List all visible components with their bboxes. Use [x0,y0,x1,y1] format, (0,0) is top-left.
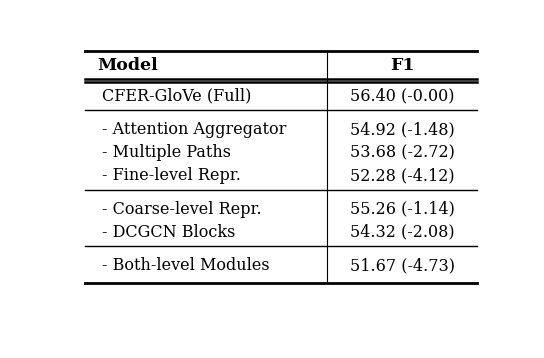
Text: Model: Model [97,57,158,74]
Text: - DCGCN Blocks: - DCGCN Blocks [102,224,235,241]
Text: - Coarse-level Repr.: - Coarse-level Repr. [102,201,261,218]
Text: 53.68 (-2.72): 53.68 (-2.72) [350,144,455,161]
Text: - Fine-level Repr.: - Fine-level Repr. [102,167,240,184]
Text: 54.92 (-1.48): 54.92 (-1.48) [350,121,454,138]
Text: 51.67 (-4.73): 51.67 (-4.73) [350,257,455,274]
Text: 52.28 (-4.12): 52.28 (-4.12) [350,167,454,184]
Text: - Both-level Modules: - Both-level Modules [102,257,269,274]
Text: 56.40 (-0.00): 56.40 (-0.00) [350,87,454,104]
Text: 54.32 (-2.08): 54.32 (-2.08) [350,224,454,241]
Text: - Multiple Paths: - Multiple Paths [102,144,231,161]
Text: CFER-GloVe (Full): CFER-GloVe (Full) [102,87,251,104]
Text: 55.26 (-1.14): 55.26 (-1.14) [350,201,455,218]
Text: - Attention Aggregator: - Attention Aggregator [102,121,286,138]
Text: F1: F1 [390,57,415,74]
